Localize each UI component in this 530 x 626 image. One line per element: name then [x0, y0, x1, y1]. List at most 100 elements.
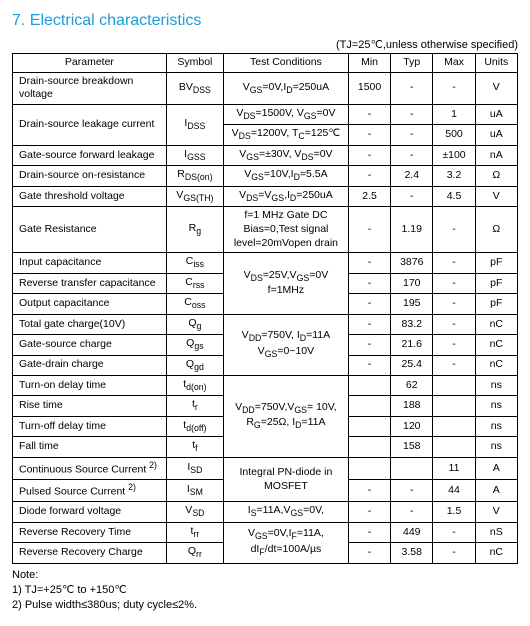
cell-units: nC [475, 543, 517, 563]
note-line: 2) Pulse width≤380us; duty cycle≤2%. [12, 598, 518, 613]
cell-typ: 170 [391, 273, 433, 293]
cell-typ: 120 [391, 416, 433, 436]
cell-max [433, 376, 475, 396]
cell-min: - [348, 294, 390, 314]
cell-units: ns [475, 396, 517, 416]
header-units: Units [475, 54, 517, 73]
table-row: Total gate charge(10V)QgVDD=750V, ID=11A… [13, 314, 518, 334]
note-line: 1) TJ=+25℃ to +150℃ [12, 583, 518, 598]
cell-symbol: ISM [166, 480, 223, 502]
cell-parameter: Rise time [13, 396, 167, 416]
table-row: Drain-source leakage currentIDSSVDS=1500… [13, 104, 518, 124]
cell-min: - [348, 314, 390, 334]
cell-typ: - [391, 480, 433, 502]
cell-test-conditions: VDS=VGS,ID=250uA [223, 186, 348, 206]
table-row: Gate ResistanceRgf=1 MHz Gate DC Bias=0,… [13, 207, 518, 253]
cell-typ: 449 [391, 522, 433, 542]
cell-min: - [348, 355, 390, 375]
cell-symbol: Qg [166, 314, 223, 334]
header-min: Min [348, 54, 390, 73]
cell-parameter: Pulsed Source Current 2) [13, 480, 167, 502]
cell-test-conditions: VGS=0V,IF=11A, dIF/dt=100A/µs [223, 522, 348, 563]
cell-symbol: Qgd [166, 355, 223, 375]
cell-typ: 188 [391, 396, 433, 416]
cell-min: 2.5 [348, 186, 390, 206]
cell-max: - [433, 543, 475, 563]
cell-test-conditions: VDD=750V, ID=11A VGS=0~10V [223, 314, 348, 375]
cell-units: nS [475, 522, 517, 542]
cell-typ: 3876 [391, 253, 433, 273]
cell-units: pF [475, 253, 517, 273]
cell-parameter: Gate-source charge [13, 335, 167, 355]
cell-parameter: Reverse transfer capacitance [13, 273, 167, 293]
cell-min: - [348, 480, 390, 502]
cell-typ: 21.6 [391, 335, 433, 355]
cell-units: nC [475, 335, 517, 355]
cell-symbol: Ciss [166, 253, 223, 273]
table-row: Drain-source breakdown voltageBVDSSVGS=0… [13, 72, 518, 104]
cell-units: ns [475, 416, 517, 436]
cell-symbol: Crss [166, 273, 223, 293]
cell-parameter: Turn-on delay time [13, 376, 167, 396]
cell-max: 500 [433, 125, 475, 145]
cell-parameter: Gate-source forward leakage [13, 145, 167, 165]
header-symbol: Symbol [166, 54, 223, 73]
cell-typ: - [391, 72, 433, 104]
cell-min [348, 416, 390, 436]
cell-test-conditions: VGS=±30V, VDS=0V [223, 145, 348, 165]
header-test-conditions: Test Conditions [223, 54, 348, 73]
cell-parameter: Gate Resistance [13, 207, 167, 253]
cell-symbol: trr [166, 522, 223, 542]
cell-parameter: Continuous Source Current 2) [13, 457, 167, 479]
cell-typ [391, 457, 433, 479]
cell-units: A [475, 480, 517, 502]
cell-typ: - [391, 125, 433, 145]
cell-max: - [433, 294, 475, 314]
cell-symbol: VSD [166, 502, 223, 522]
electrical-characteristics-table: Parameter Symbol Test Conditions Min Typ… [12, 53, 518, 564]
cell-symbol: RDS(on) [166, 166, 223, 186]
section-title: 7. Electrical characteristics [12, 12, 518, 30]
cell-parameter: Output capacitance [13, 294, 167, 314]
table-row: Continuous Source Current 2)ISDIntegral … [13, 457, 518, 479]
cell-units: V [475, 186, 517, 206]
table-row: Input capacitanceCissVDS=25V,VGS=0V f=1M… [13, 253, 518, 273]
table-row: Diode forward voltageVSDIS=11A,VGS=0V,--… [13, 502, 518, 522]
cell-min: - [348, 166, 390, 186]
cell-typ: 25.4 [391, 355, 433, 375]
cell-parameter: Reverse Recovery Charge [13, 543, 167, 563]
cell-max: - [433, 273, 475, 293]
cell-typ: 83.2 [391, 314, 433, 334]
cell-symbol: Rg [166, 207, 223, 253]
cell-min: - [348, 335, 390, 355]
cell-max: - [433, 72, 475, 104]
cell-typ: - [391, 502, 433, 522]
cell-symbol: VGS(TH) [166, 186, 223, 206]
cell-max: - [433, 314, 475, 334]
cell-typ: 158 [391, 437, 433, 457]
cell-units: A [475, 457, 517, 479]
cell-typ: 1.19 [391, 207, 433, 253]
cell-typ: 62 [391, 376, 433, 396]
cell-symbol: tr [166, 396, 223, 416]
cell-units: pF [475, 294, 517, 314]
cell-typ: 2.4 [391, 166, 433, 186]
cell-max: 1.5 [433, 502, 475, 522]
cell-symbol: IGSS [166, 145, 223, 165]
cell-max: - [433, 253, 475, 273]
table-row: Reverse Recovery TimetrrVGS=0V,IF=11A, d… [13, 522, 518, 542]
condition-note: (TJ=25℃,unless otherwise specified) [12, 38, 518, 51]
cell-max: - [433, 355, 475, 375]
cell-parameter: Drain-source breakdown voltage [13, 72, 167, 104]
cell-parameter: Reverse Recovery Time [13, 522, 167, 542]
cell-test-conditions: VDS=1200V, TC=125℃ [223, 125, 348, 145]
cell-units: Ω [475, 166, 517, 186]
cell-parameter: Diode forward voltage [13, 502, 167, 522]
cell-units: pF [475, 273, 517, 293]
cell-max: ±100 [433, 145, 475, 165]
cell-parameter: Turn-off delay time [13, 416, 167, 436]
cell-symbol: td(on) [166, 376, 223, 396]
cell-min: - [348, 104, 390, 124]
cell-min [348, 437, 390, 457]
table-row: Drain-source on-resistanceRDS(on)VGS=10V… [13, 166, 518, 186]
